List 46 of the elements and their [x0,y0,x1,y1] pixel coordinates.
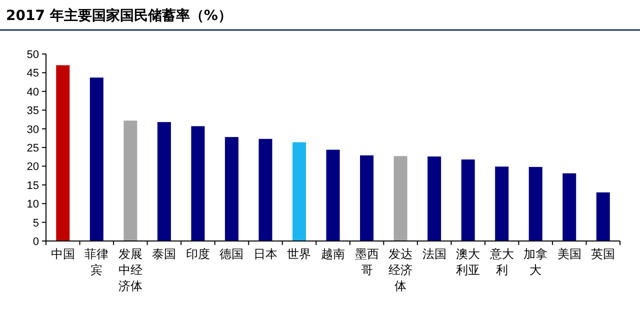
x-tick-label: 菲律宾 [84,247,109,277]
x-tick-label: 加拿大 [524,247,548,277]
bar [394,156,408,241]
bar [528,166,542,241]
x-tick-label: 越南 [321,247,345,261]
bar [191,126,205,241]
x-tick-label: 墨西哥 [354,247,379,277]
y-tick-label: 0 [32,236,39,248]
bar [562,173,576,241]
x-tick-label: 发达经济体 [388,247,413,293]
y-tick-label: 15 [26,180,39,192]
x-tick-label: 发展中经济体 [118,247,142,293]
y-tick-label: 10 [26,198,39,211]
x-tick-label: 英国 [591,247,616,261]
bar [90,78,104,241]
x-tick-label: 日本 [253,247,278,261]
bar [224,137,238,241]
chart-title: 2017 年主要国家国民储蓄率（%） [6,7,232,24]
y-tick-label: 30 [26,124,39,136]
x-tick-label: 法国 [422,247,446,261]
bar [157,122,171,241]
y-tick-label: 25 [26,142,39,154]
y-tick-label: 50 [26,49,39,61]
bar [596,192,610,241]
y-tick-label: 5 [32,217,39,230]
bar [461,159,475,241]
bar [292,142,306,241]
y-tick-label: 35 [26,105,39,118]
x-tick-label: 泰国 [152,247,176,261]
x-tick-label: 德国 [220,247,244,261]
bar [258,138,272,241]
bar [124,120,138,241]
y-tick-label: 45 [26,68,39,80]
x-tick-label: 世界 [287,247,312,261]
bar [360,155,374,241]
bar [56,65,70,241]
bar [326,150,340,241]
x-tick-label: 澳大利亚 [456,247,480,277]
x-tick-label: 美国 [557,247,582,261]
y-tick-label: 40 [26,86,39,98]
bar [428,156,442,241]
bar [495,166,509,241]
y-tick-label: 20 [26,161,39,174]
x-tick-label: 意大利 [488,247,514,277]
x-tick-label: 印度 [186,247,210,261]
x-tick-label: 中国 [50,247,75,261]
